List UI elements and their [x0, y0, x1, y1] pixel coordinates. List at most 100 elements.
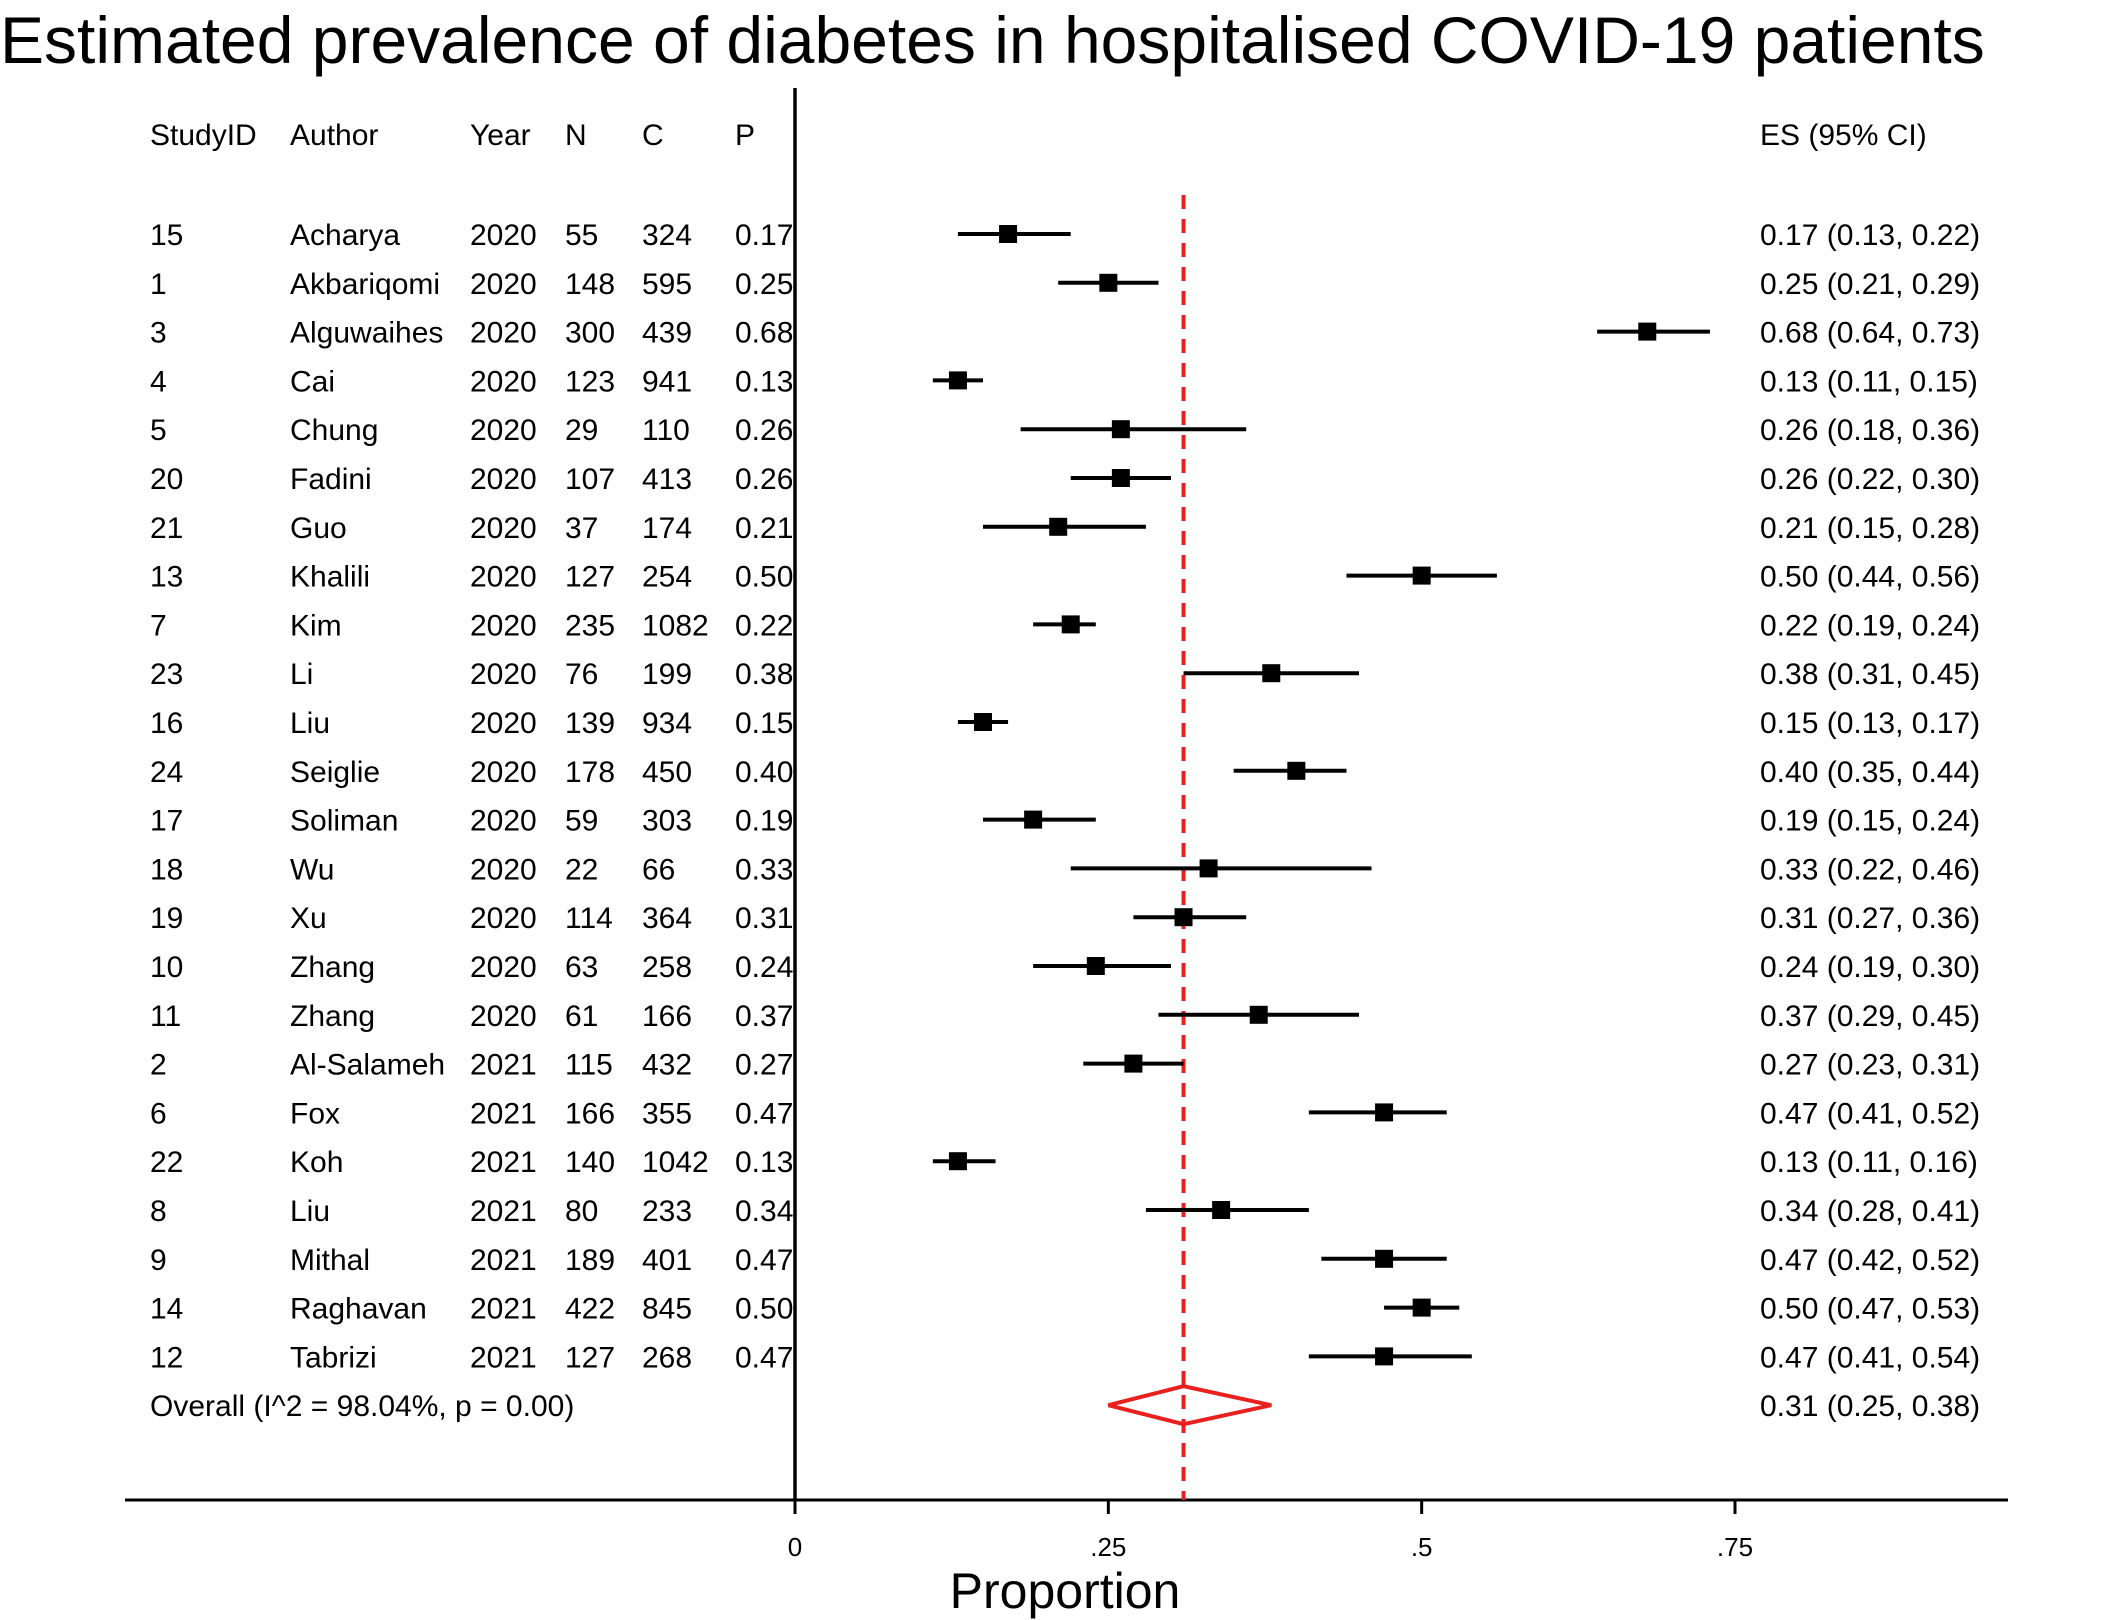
study-year: 2020: [470, 219, 537, 252]
study-n: 115: [565, 1049, 613, 1082]
study-id: 1: [150, 268, 167, 301]
overall-es-label: 0.31 (0.25, 0.38): [1760, 1390, 1980, 1423]
effect-marker: [1375, 1103, 1394, 1122]
study-p: 0.47: [735, 1244, 793, 1277]
study-row: 16 Liu 2020 139 934 0.15 0.15 (0.13, 0.17): [150, 707, 1980, 740]
study-n: 107: [565, 463, 615, 496]
study-es-label: 0.47 (0.41, 0.52): [1760, 1097, 1980, 1130]
effect-marker: [1249, 1005, 1268, 1024]
study-author: Raghavan: [290, 1293, 427, 1326]
study-n: 63: [565, 951, 598, 984]
effect-marker: [1412, 1298, 1431, 1317]
study-id: 23: [150, 658, 183, 691]
study-es-label: 0.50 (0.44, 0.56): [1760, 561, 1980, 594]
study-p: 0.26: [735, 463, 793, 496]
study-row: 23 Li 2020 76 199 0.38 0.38 (0.31, 0.45): [150, 658, 1980, 691]
effect-marker: [974, 713, 992, 731]
header-c: C: [642, 119, 664, 152]
effect-marker: [1412, 566, 1431, 585]
study-p: 0.37: [735, 1000, 793, 1033]
study-author: Tabrizi: [290, 1341, 377, 1374]
effect-marker: [1111, 469, 1130, 487]
study-c: 1042: [642, 1146, 709, 1179]
x-tick-label: 0: [788, 1532, 802, 1562]
study-id: 2: [150, 1049, 167, 1082]
study-c: 254: [642, 561, 692, 594]
study-p: 0.50: [735, 1293, 793, 1326]
study-id: 16: [150, 707, 183, 740]
study-year: 2021: [470, 1341, 537, 1374]
study-row: 17 Soliman 2020 59 303 0.19 0.19 (0.15, 0.24): [150, 805, 1980, 838]
study-c: 324: [642, 219, 692, 252]
header-year: Year: [470, 119, 531, 152]
study-row: 18 Wu 2020 22 66 0.33 0.33 (0.22, 0.46): [150, 853, 1980, 886]
effect-marker: [1174, 908, 1193, 927]
study-n: 178: [565, 756, 615, 789]
study-row: 20 Fadini 2020 107 413 0.26 0.26 (0.22, 0.30): [150, 463, 1980, 496]
study-c: 233: [642, 1195, 692, 1228]
study-n: 300: [565, 317, 615, 350]
study-es-label: 0.38 (0.31, 0.45): [1760, 658, 1980, 691]
study-row: 8 Liu 2021 80 233 0.34 0.34 (0.28, 0.41): [150, 1195, 1980, 1228]
x-axis-label: Proportion: [950, 1563, 1181, 1619]
study-p: 0.27: [735, 1049, 793, 1082]
study-row: 6 Fox 2021 166 355 0.47 0.47 (0.41, 0.52): [150, 1097, 1980, 1130]
study-es-label: 0.50 (0.47, 0.53): [1760, 1293, 1980, 1326]
study-es-label: 0.47 (0.41, 0.54): [1760, 1341, 1980, 1374]
effect-marker: [948, 371, 967, 390]
study-year: 2020: [470, 707, 537, 740]
study-n: 148: [565, 268, 615, 301]
study-p: 0.13: [735, 365, 793, 398]
study-year: 2020: [470, 805, 537, 838]
study-author: Akbariqomi: [290, 268, 440, 301]
study-id: 12: [150, 1341, 183, 1374]
study-id: 10: [150, 951, 183, 984]
header-p: P: [735, 119, 755, 152]
study-id: 7: [150, 609, 167, 642]
chart-title: Estimated prevalence of diabetes in hosp…: [0, 3, 1985, 77]
study-author: Li: [290, 658, 313, 691]
study-es-label: 0.15 (0.13, 0.17): [1760, 707, 1980, 740]
effect-marker: [1061, 615, 1080, 634]
study-row: 5 Chung 2020 29 110 0.26 0.26 (0.18, 0.36): [150, 414, 1980, 447]
study-es-label: 0.40 (0.35, 0.44): [1760, 756, 1980, 789]
x-axis-ticks: 0 .25 .5 .75: [788, 1500, 1753, 1562]
study-es-label: 0.31 (0.27, 0.36): [1760, 902, 1980, 935]
study-rows: 15 Acharya 2020 55 324 0.17 0.17 (0.13, 0.22)1…: [150, 219, 1980, 1374]
study-row: 13 Khalili 2020 127 254 0.50 0.50 (0.44, 0.56): [150, 561, 1980, 594]
study-es-label: 0.17 (0.13, 0.22): [1760, 219, 1980, 252]
study-p: 0.22: [735, 609, 793, 642]
overall-row: Overall (I^2 = 98.04%, p = 0.00) 0.31 (0.…: [150, 1384, 1980, 1427]
effect-marker: [1086, 957, 1105, 975]
study-year: 2021: [470, 1097, 537, 1130]
study-year: 2021: [470, 1146, 537, 1179]
study-author: Kim: [290, 609, 342, 642]
header-n: N: [565, 119, 587, 152]
study-year: 2020: [470, 756, 537, 789]
study-p: 0.25: [735, 268, 793, 301]
study-id: 9: [150, 1244, 167, 1277]
study-id: 6: [150, 1097, 167, 1130]
study-year: 2020: [470, 658, 537, 691]
effect-marker: [1111, 420, 1130, 439]
study-row: 19 Xu 2020 114 364 0.31 0.31 (0.27, 0.36): [150, 902, 1980, 935]
study-c: 66: [642, 853, 675, 886]
study-author: Zhang: [290, 1000, 375, 1033]
effect-marker: [1024, 810, 1043, 829]
study-row: 10 Zhang 2020 63 258 0.24 0.24 (0.19, 0.30): [150, 951, 1980, 984]
study-es-label: 0.13 (0.11, 0.15): [1760, 365, 1978, 398]
study-n: 139: [565, 707, 615, 740]
study-p: 0.68: [735, 317, 793, 350]
study-es-label: 0.68 (0.64, 0.73): [1760, 317, 1980, 350]
study-es-label: 0.26 (0.18, 0.36): [1760, 414, 1980, 447]
study-p: 0.47: [735, 1097, 793, 1130]
study-c: 258: [642, 951, 692, 984]
study-p: 0.50: [735, 561, 793, 594]
study-year: 2021: [470, 1195, 537, 1228]
column-headers: StudyID Author Year N C P ES (95% CI): [150, 119, 1927, 152]
study-n: 127: [565, 561, 615, 594]
study-year: 2020: [470, 365, 537, 398]
study-id: 20: [150, 463, 183, 496]
study-es-label: 0.33 (0.22, 0.46): [1760, 853, 1980, 886]
study-p: 0.13: [735, 1146, 793, 1179]
